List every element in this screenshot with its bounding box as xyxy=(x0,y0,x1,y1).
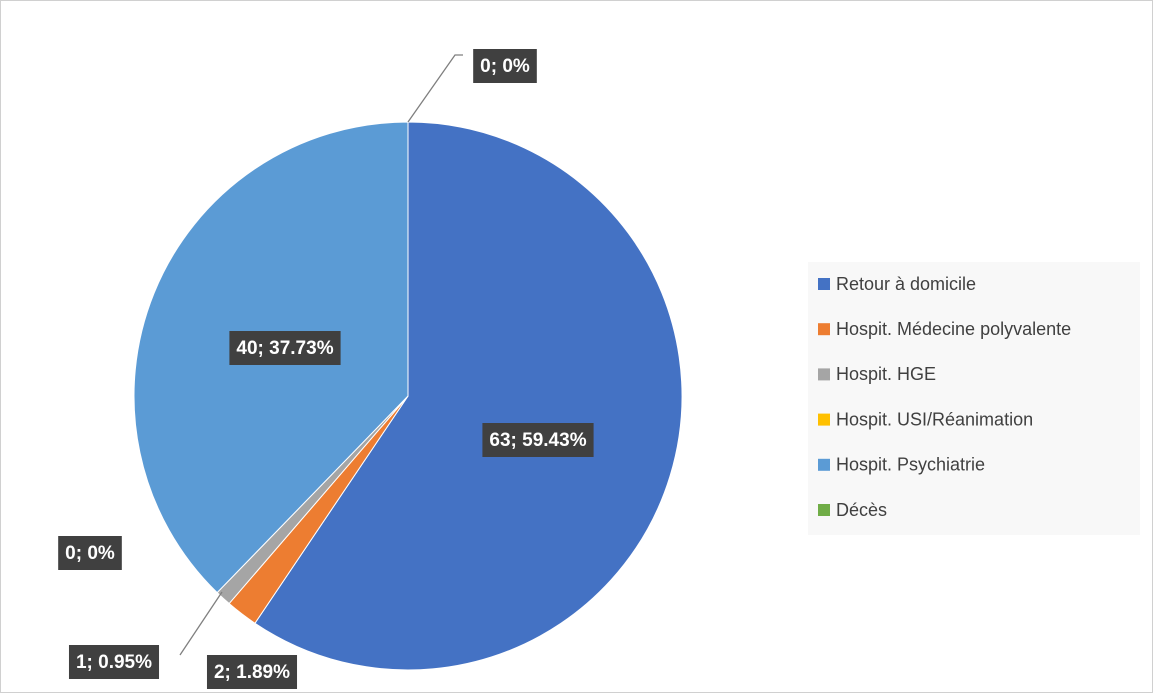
legend-swatch xyxy=(818,413,830,426)
data-label: 2; 1.89% xyxy=(214,662,290,683)
legend-swatch xyxy=(818,458,830,471)
leader-line xyxy=(179,591,223,656)
data-label-box xyxy=(206,655,298,689)
data-label-box xyxy=(229,331,341,365)
data-label: 40; 37.73% xyxy=(236,338,333,359)
legend-swatch xyxy=(818,504,830,516)
data-label-box xyxy=(473,49,537,83)
data-label-box xyxy=(58,536,122,570)
pie-slice xyxy=(254,121,683,671)
data-label: 0; 0% xyxy=(480,56,530,77)
legend-label: Hospit. Psychiatrie xyxy=(836,455,985,475)
data-label-box xyxy=(68,645,160,679)
legend-label: Retour à domicile xyxy=(836,274,976,294)
legend-swatch xyxy=(818,323,830,336)
legend-label: Hospit. Médecine polyvalente xyxy=(836,319,1071,339)
legend-swatch xyxy=(818,278,830,290)
legend-label: Hospit. HGE xyxy=(836,364,936,384)
data-label: 0; 0% xyxy=(65,543,115,564)
legend-swatch xyxy=(818,368,830,381)
legend-box xyxy=(808,262,1140,535)
leader-line xyxy=(407,54,463,123)
legend-label: Décès xyxy=(836,500,887,520)
data-label: 63; 59.43% xyxy=(489,430,586,451)
data-label-box xyxy=(482,423,594,457)
data-label: 1; 0.95% xyxy=(76,652,152,673)
legend-label: Hospit. USI/Réanimation xyxy=(836,409,1033,429)
